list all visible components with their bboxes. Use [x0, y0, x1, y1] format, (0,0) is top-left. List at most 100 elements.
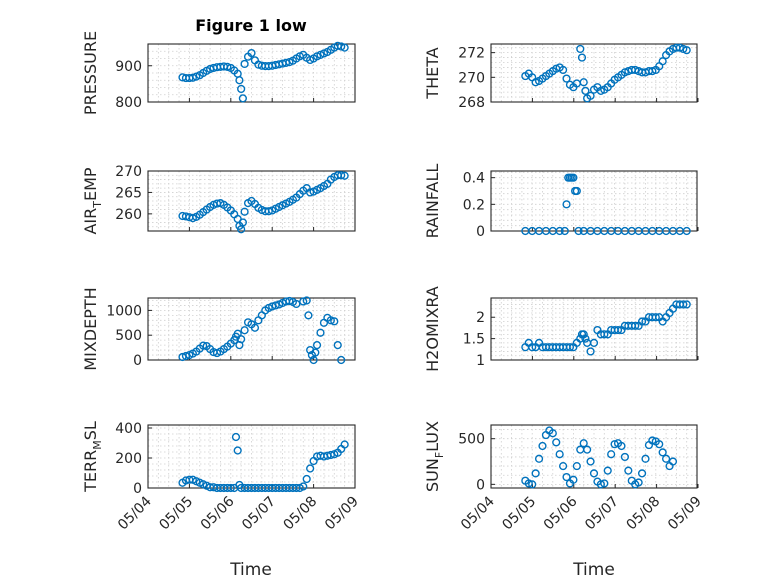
data-point: [574, 226, 583, 236]
y-axis-label: MIXDEPTH: [81, 287, 100, 370]
data-point: [555, 450, 564, 459]
y-tick-label: 500: [115, 328, 142, 344]
data-point: [240, 59, 249, 69]
y-axis-label: TERRMSL: [81, 421, 104, 493]
data-point: [292, 299, 301, 309]
y-tick-label: 800: [115, 95, 142, 111]
data-point: [237, 335, 246, 344]
data-point: [548, 429, 557, 438]
data-point: [572, 461, 581, 471]
data-point: [641, 454, 650, 463]
y-axis-label: AIRTEMP: [81, 167, 104, 234]
data-point: [658, 57, 667, 66]
data-point: [333, 341, 342, 350]
y-tick-label: 265: [115, 185, 142, 201]
y-tick-label: 2: [476, 310, 485, 326]
data-point: [528, 480, 537, 489]
axes-box: [147, 297, 356, 361]
axes-box: [490, 297, 698, 361]
data-point: [569, 475, 578, 484]
data-point: [562, 200, 571, 209]
data-point: [648, 436, 657, 445]
data-point: [589, 338, 599, 347]
data-point: [572, 186, 581, 196]
data-point: [562, 74, 571, 83]
y-tick-label: 500: [458, 432, 485, 448]
data-point: [620, 452, 630, 462]
data-point: [231, 432, 241, 442]
data-point: [576, 44, 585, 54]
data-point: [634, 478, 643, 487]
y-tick-label: 1000: [106, 303, 142, 319]
data-point: [596, 480, 605, 489]
data-point: [240, 326, 249, 335]
data-point: [555, 226, 564, 236]
data-point: [240, 207, 249, 216]
data-point: [637, 469, 647, 478]
data-point: [235, 76, 244, 85]
data-point: [579, 78, 588, 87]
data-point: [552, 438, 561, 447]
y-axis-label: SUNFLUX: [423, 421, 446, 492]
y-axis-label: THETA: [423, 47, 442, 99]
data-point: [181, 351, 191, 361]
y-tick-label: 200: [115, 451, 142, 467]
y-tick-label: 270: [458, 70, 485, 86]
data-point: [617, 441, 626, 451]
data-point: [340, 43, 349, 52]
data-point: [340, 440, 349, 449]
data-point: [281, 58, 291, 67]
data-point: [223, 62, 232, 71]
figure-title: Figure 1 low: [195, 16, 307, 35]
data-point: [581, 86, 590, 95]
data-point: [337, 42, 346, 51]
x-axis-label-left: Time: [229, 560, 272, 580]
y-axis-label: PRESSURE: [81, 31, 100, 115]
data-point: [637, 317, 647, 326]
axes-box: [490, 43, 698, 103]
data-point: [326, 316, 335, 325]
data-point: [577, 53, 587, 62]
subplot-rainfall: 0 0.2 0.4 RAINFALL: [423, 164, 699, 240]
y-tick-label: 900: [115, 59, 142, 75]
data-point: [199, 341, 208, 350]
data-point: [302, 296, 311, 305]
data-point: [250, 323, 260, 332]
data-point: [679, 300, 688, 309]
y-tick-label: 0: [476, 224, 485, 240]
data-point: [330, 317, 339, 326]
data-point: [583, 445, 592, 454]
data-point: [538, 441, 547, 451]
data-point: [306, 464, 315, 473]
data-point: [682, 46, 691, 55]
y-tick-label: 400: [115, 421, 142, 437]
data-point: [188, 73, 197, 82]
y-tick-label: 0: [133, 353, 142, 369]
data-point: [524, 479, 533, 488]
subplot-pressure: 800 900 PRESSURE: [81, 31, 356, 115]
data-point: [600, 479, 609, 488]
data-point: [238, 94, 247, 103]
data-point: [624, 466, 633, 475]
subplot-air-temp: 260 265 270 AIRTEMP: [81, 164, 356, 235]
data-point: [651, 313, 660, 322]
data-point: [586, 457, 595, 466]
y-tick-label: 0: [476, 477, 485, 493]
data-point: [285, 296, 294, 306]
y-tick-label: 1: [476, 353, 485, 369]
data-point: [569, 173, 578, 182]
y-tick-label: 272: [458, 46, 485, 62]
y-tick-label: 270: [115, 164, 142, 180]
y-tick-label: 268: [458, 95, 485, 111]
data-point: [337, 355, 346, 365]
y-tick-label: 0.2: [463, 197, 485, 213]
subplot-h2omixra: 1 1.5 2 H2OMIXRA: [423, 286, 699, 372]
data-point: [607, 450, 616, 459]
data-point: [309, 355, 318, 365]
data-point: [264, 207, 273, 216]
data-point: [271, 301, 280, 310]
data-point: [558, 65, 568, 75]
y-tick-label: 1.5: [463, 332, 485, 348]
data-point: [534, 454, 544, 463]
